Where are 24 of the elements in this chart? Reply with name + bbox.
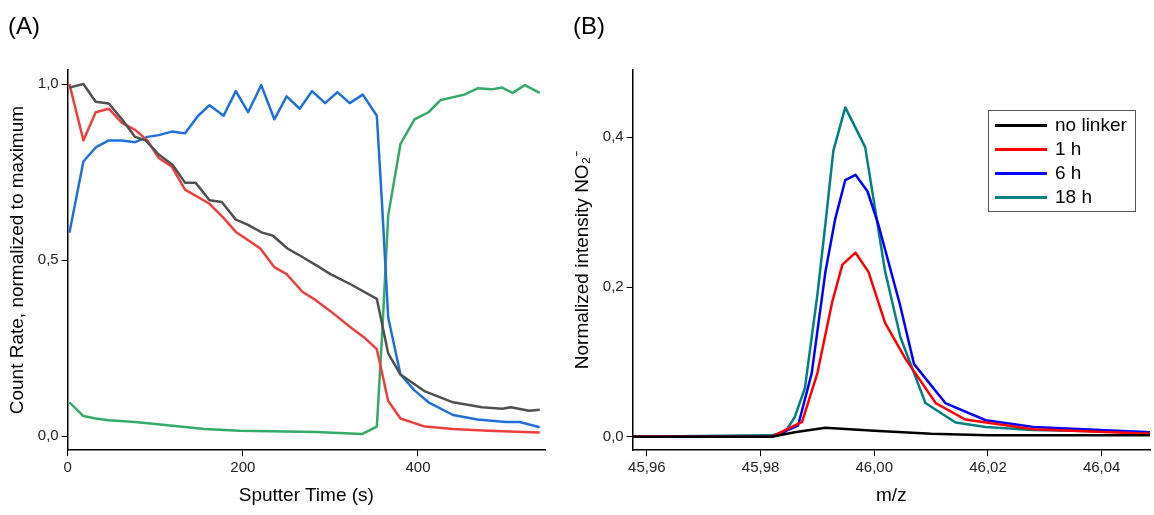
x-tick-label: 45,98 xyxy=(741,458,780,476)
x-tick-label: 400 xyxy=(405,458,431,476)
x-tick-label: 0 xyxy=(63,458,72,476)
legend-label: no linker xyxy=(1055,113,1127,137)
x-tick-label: 46,02 xyxy=(969,458,1007,476)
y-axis-title: Count Rate, normalized to maximum xyxy=(5,105,27,415)
legend-label: 1 h xyxy=(1055,137,1082,161)
text: (B) xyxy=(573,12,605,40)
x-tick-label: 46,00 xyxy=(855,458,894,476)
legend-label: 6 h xyxy=(1055,161,1082,185)
x-tick-label: 46,04 xyxy=(1082,458,1121,476)
y-tick-label: 0,2 xyxy=(602,277,624,295)
legend-label: 18 h xyxy=(1055,185,1092,209)
y-tick-label: 1,0 xyxy=(37,74,59,92)
text: (A) xyxy=(8,12,40,40)
y-tick-label: 0,0 xyxy=(37,426,59,444)
x-tick-label: 45,96 xyxy=(628,458,666,476)
x-axis-title: Sputter Time (s) xyxy=(238,483,374,505)
y-tick-label: 0,4 xyxy=(602,127,624,145)
x-tick-label: 200 xyxy=(230,458,256,476)
y-tick-label: 0,0 xyxy=(602,426,624,444)
y-tick-label: 0,5 xyxy=(37,250,59,268)
x-axis-title: m/z xyxy=(876,483,907,505)
y-axis-title: Normalized intensity NO₂⁻ xyxy=(570,150,592,370)
